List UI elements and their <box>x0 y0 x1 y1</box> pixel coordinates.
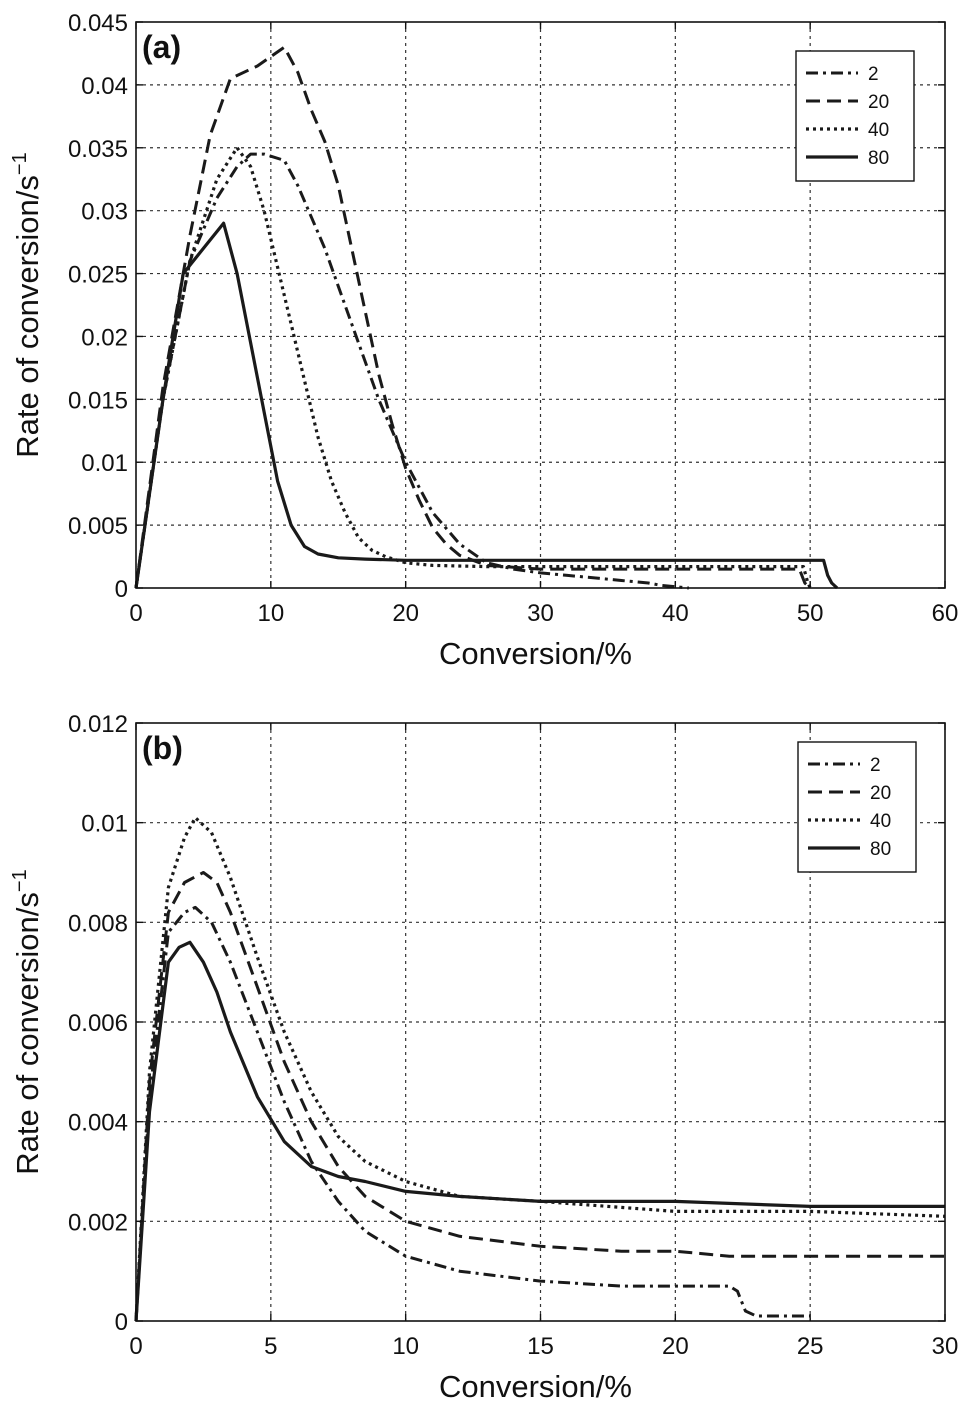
legend-label-20: 20 <box>870 783 891 804</box>
legend: 2 20 40 80 <box>795 50 915 182</box>
legend-box <box>795 50 915 182</box>
y-tick-label: 0.015 <box>68 387 128 414</box>
x-tick-label: 15 <box>527 1333 554 1360</box>
y-tick-label: 0.004 <box>68 1110 128 1137</box>
chart-panel-b: 0 5 10 15 20 25 30 0 0.002 0.004 0.006 0.008 0.01 0.0… <box>9 711 958 1404</box>
x-tick-label: 30 <box>527 600 554 627</box>
legend-label-2: 2 <box>868 64 879 85</box>
x-tick-label: 0 <box>129 600 142 627</box>
y-tick-label: 0.006 <box>68 1010 128 1037</box>
y-tick-label: 0.012 <box>68 711 128 738</box>
series-line-80 <box>134 940 945 1322</box>
x-tick-label: 5 <box>264 1333 277 1360</box>
series-line-20 <box>134 871 945 1322</box>
chart-panel-a: 0 10 20 30 40 50 60 0 0.005 0.01 0.015 0.02 0.025 0.0… <box>9 10 958 671</box>
y-tick-label: 0.02 <box>81 324 128 351</box>
y-tick-label: 0.025 <box>68 262 128 289</box>
x-tick-label: 0 <box>129 1333 142 1360</box>
legend-label-20: 20 <box>868 92 889 113</box>
y-axis-label: Rate of conversion/s−1 <box>9 869 45 1174</box>
x-axis-label: Conversion/% <box>439 636 632 671</box>
x-tick-label: 10 <box>392 1333 419 1360</box>
y-tick-label: 0.01 <box>81 450 128 477</box>
x-tick-label: 50 <box>797 600 824 627</box>
legend-box <box>797 741 917 873</box>
panel-label: (a) <box>142 29 181 65</box>
y-tick-label: 0.01 <box>81 811 128 838</box>
y-axis-label: Rate of conversion/s−1 <box>9 152 45 457</box>
y-tick-label: 0.002 <box>68 1209 128 1236</box>
panel-label: (b) <box>142 730 183 766</box>
series-line-40 <box>134 146 812 589</box>
y-axis-label-text: Rate of conversion/s <box>10 175 45 458</box>
y-axis-label-text: Rate of conversion/s <box>10 892 45 1175</box>
x-tick-label: 10 <box>257 600 284 627</box>
x-tick-label: 20 <box>392 600 419 627</box>
x-tick-label: 40 <box>662 600 689 627</box>
x-tick-label: 25 <box>797 1333 824 1360</box>
y-tick-label: 0 <box>115 576 128 603</box>
legend-label-80: 80 <box>870 839 891 860</box>
y-tick-label: 0.04 <box>81 73 128 100</box>
y-axis-label-superscript: −1 <box>9 869 31 892</box>
y-tick-label: 0 <box>115 1309 128 1336</box>
series-line-2 <box>134 905 811 1322</box>
legend: 2 20 40 80 <box>797 741 917 873</box>
x-tick-label: 60 <box>932 600 959 627</box>
series-line-2 <box>134 152 689 590</box>
x-tick-label: 30 <box>932 1333 959 1360</box>
series-line-40 <box>134 816 946 1322</box>
y-tick-label: 0.03 <box>81 199 128 226</box>
y-tick-label: 0.035 <box>68 136 128 163</box>
legend-label-80: 80 <box>868 148 889 169</box>
legend-label-2: 2 <box>870 755 881 776</box>
legend-label-40: 40 <box>870 811 891 832</box>
y-tick-label: 0.008 <box>68 910 128 937</box>
y-tick-label: 0.005 <box>68 513 128 540</box>
y-tick-label: 0.045 <box>68 10 128 37</box>
x-tick-label: 20 <box>662 1333 689 1360</box>
series-line-20 <box>134 45 812 590</box>
x-axis-label: Conversion/% <box>439 1369 632 1404</box>
y-axis-label-superscript: −1 <box>9 152 31 175</box>
series-line-80 <box>134 221 839 590</box>
legend-label-40: 40 <box>868 120 889 141</box>
